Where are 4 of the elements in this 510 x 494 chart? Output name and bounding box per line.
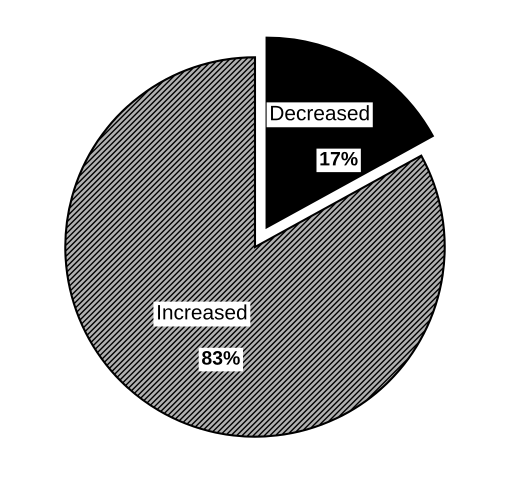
data-label: 83% <box>202 351 240 365</box>
data-label: 17% <box>320 152 358 166</box>
slice-label: Decreased <box>271 105 369 120</box>
slice-label: Increased <box>158 304 246 320</box>
